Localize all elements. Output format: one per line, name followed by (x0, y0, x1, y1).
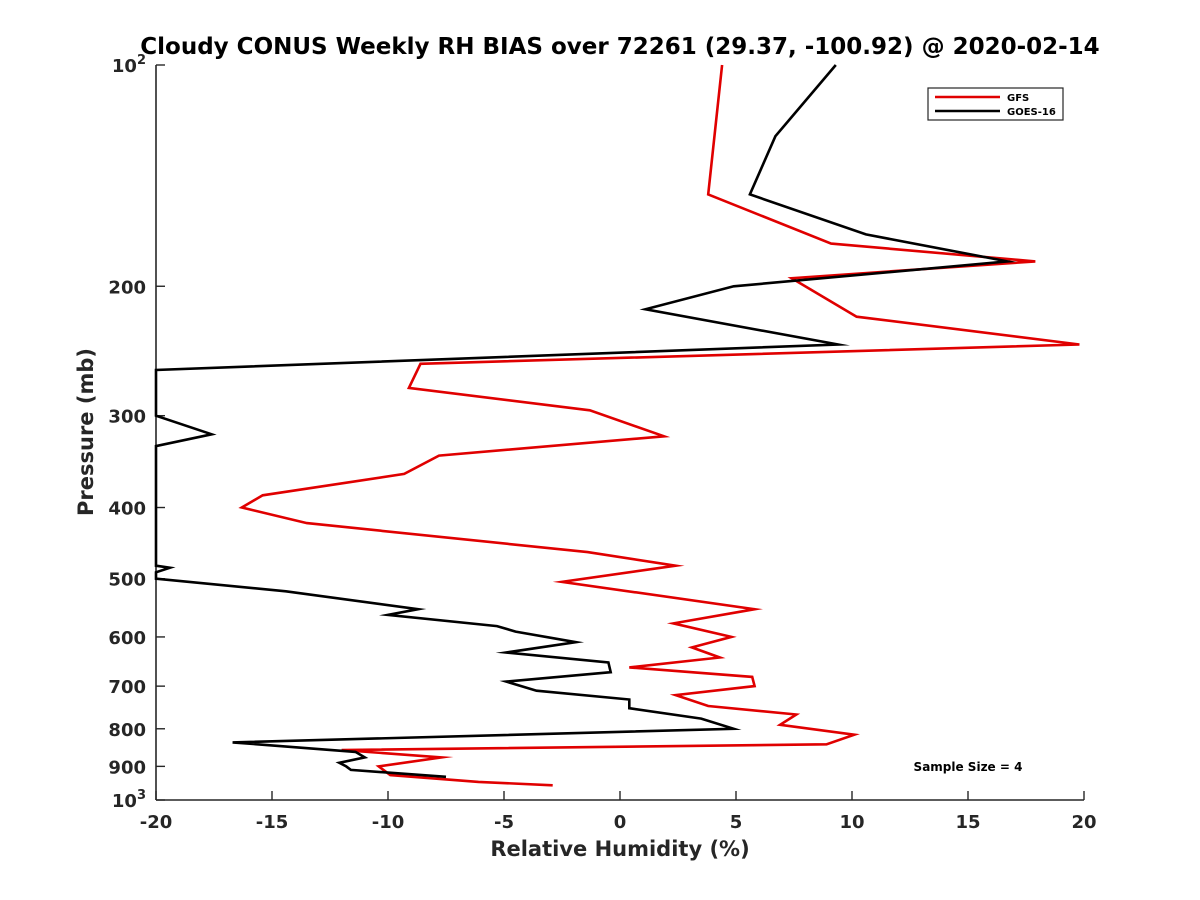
y-tick-label: 900 (108, 757, 146, 778)
y-tick-label: 400 (108, 499, 146, 520)
y-tick-label: 103 (112, 788, 146, 812)
y-axis-label: Pressure (mb) (74, 348, 98, 516)
x-tick-label: -10 (372, 812, 405, 833)
x-tick-label: 0 (614, 812, 627, 833)
series-line-gfs (238, 64, 1080, 787)
y-ticks: 102 200 300 400 500 600 700 800 900 103 (108, 53, 165, 812)
x-tick-label: 5 (730, 812, 743, 833)
x-tick-label: -20 (140, 812, 173, 833)
y-tick-label: 600 (108, 628, 146, 649)
legend: GFS GOES-16 (927, 87, 1064, 121)
chart-title: Cloudy CONUS Weekly RH BIAS over 72261 (… (140, 34, 1099, 60)
y-tick-label: 200 (108, 277, 146, 298)
legend-box (927, 87, 1064, 121)
x-tick-label: 15 (955, 812, 980, 833)
x-tick-label: -5 (494, 812, 514, 833)
legend-label-gfs: GFS (1007, 93, 1029, 104)
x-tick-label: 10 (839, 812, 864, 833)
x-ticks: -20 -15 -10 -5 0 5 10 15 20 (140, 791, 1097, 833)
series-line-goes-16 (154, 64, 1017, 779)
y-tick-label: 300 (108, 407, 146, 428)
y-tick-label: 800 (108, 720, 146, 741)
y-tick-label: 500 (108, 570, 146, 591)
series-layer (154, 64, 1080, 787)
y-tick-label: 700 (108, 677, 146, 698)
sample-size-annotation: Sample Size = 4 (914, 760, 1023, 774)
y-tick-label: 102 (112, 53, 146, 77)
x-tick-label: 20 (1071, 812, 1096, 833)
legend-label-goes16: GOES-16 (1007, 107, 1056, 118)
x-tick-label: -15 (256, 812, 289, 833)
x-axis-label: Relative Humidity (%) (490, 837, 749, 861)
